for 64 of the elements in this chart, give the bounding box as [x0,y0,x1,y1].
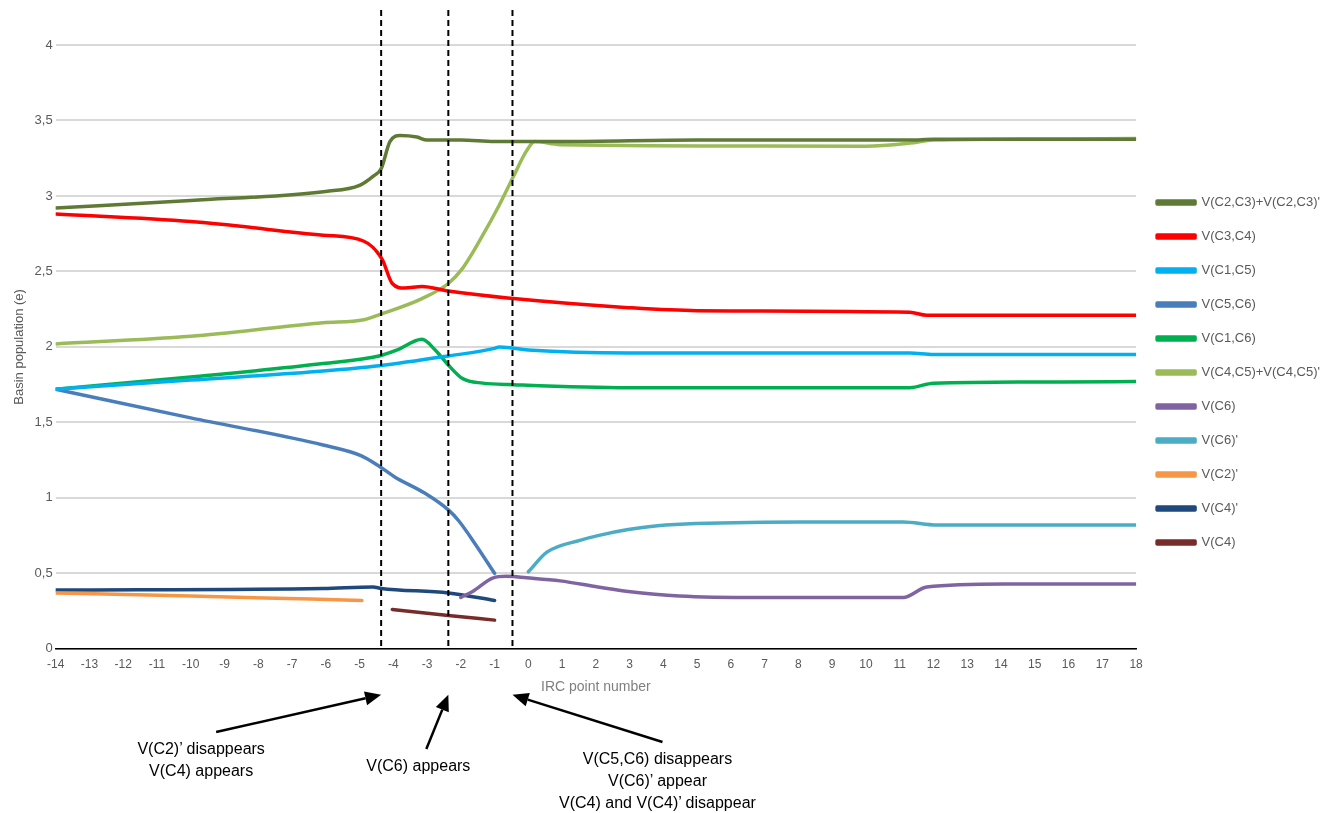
legend-label: V(C3,C4) [1201,228,1256,244]
y-tick-label: 2 [45,338,53,354]
x-tick-label: -13 [80,657,99,672]
line-series [55,387,497,576]
x-tick-label: 18 [1129,657,1144,672]
legend-label: V(C4)' [1201,500,1239,516]
y-tick-label: 1 [45,489,53,505]
line-series [55,133,1137,210]
x-tick-label: 3 [626,657,634,672]
x-tick-label: 15 [1028,657,1042,672]
x-tick-label: -1 [489,657,501,672]
legend-label: V(C4) [1201,534,1236,550]
x-tick-label: 11 [893,657,907,672]
line-series [55,585,497,603]
legend-label: V(C1,C5) [1201,262,1256,278]
x-tick-label: 7 [761,657,769,672]
y-tick-label: 3,5 [34,112,53,128]
x-tick-label: 6 [727,657,735,672]
x-tick-label: -10 [182,657,200,672]
line-series [459,574,1137,600]
x-tick-label: 2 [592,657,600,672]
x-tick-label: -9 [219,657,231,672]
line-series [55,212,1137,317]
legend-label: V(C6)' [1201,432,1239,448]
y-tick-label: 1,5 [34,413,53,429]
y-tick-label: 0 [45,640,53,656]
x-tick-label: -7 [286,657,298,672]
text: V(C6) appears [366,756,471,776]
x-tick-label: -5 [354,657,366,672]
x-tick-label: 16 [1061,657,1076,672]
text: V(C2)’ disappears V(C4) appears [137,739,265,781]
x-tick-label: 1 [558,657,566,672]
legend-label: V(C4,C5)+V(C4,C5)' [1201,364,1321,380]
x-tick-label: 4 [660,657,668,672]
y-axis-title: Basin population (e) [11,289,27,405]
line-series [526,520,1137,574]
x-tick-label: 5 [693,657,701,672]
x-tick-label: -6 [320,657,332,672]
text: V(C5,C6) disappears V(C6)’ appear V(C4) and V(C4)’ disappear [559,749,756,813]
legend-label: V(C2,C3)+V(C2,C3)' [1201,194,1321,210]
y-tick-label: 2,5 [34,263,53,278]
x-tick-label: 9 [828,657,836,672]
x-tick-label: 8 [795,657,803,672]
x-tick-label: 12 [926,657,941,672]
y-tick-label: 0,5 [34,564,53,580]
x-tick-label: 14 [994,657,1009,672]
x-tick-label: 10 [859,657,873,672]
legend-label: V(C2)' [1201,466,1239,482]
x-tick-label: 0 [525,657,532,672]
x-tick-label: -11 [148,657,166,672]
x-tick-label: -14 [47,657,65,672]
x-tick-label: 17 [1095,657,1110,672]
x-tick-label: -3 [421,657,433,672]
legend-label: V(C6) [1201,398,1236,414]
legend-label: V(C1,C6) [1201,330,1256,346]
x-tick-label: -4 [387,657,399,672]
y-tick-label: 4 [45,36,53,52]
x-tick-label: -12 [114,657,133,672]
x-tick-label: 13 [960,657,975,672]
legend-label: V(C5,C6) [1201,296,1256,312]
x-axis-title: IRC point number [541,678,652,695]
y-tick-label: 3 [45,187,53,203]
x-tick-label: -8 [252,657,264,672]
x-tick-label: -2 [455,657,467,672]
